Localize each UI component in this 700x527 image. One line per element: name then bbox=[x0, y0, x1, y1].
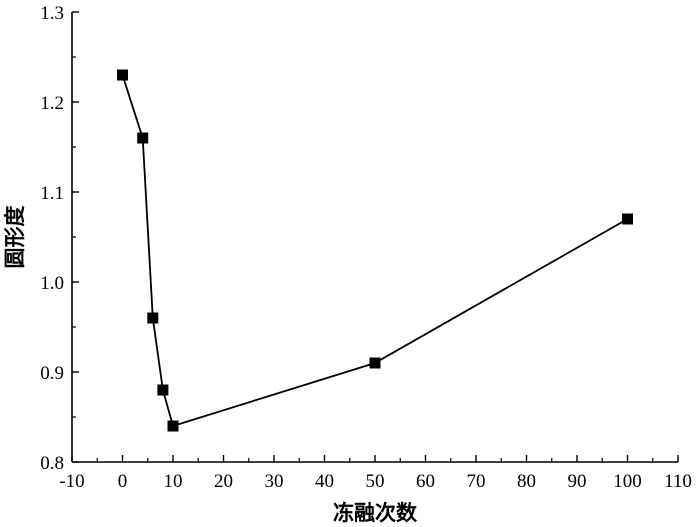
y-tick-label: 1.0 bbox=[40, 273, 64, 294]
data-point-marker bbox=[147, 312, 159, 324]
x-tick-label: 100 bbox=[613, 471, 642, 492]
x-tick-label: 60 bbox=[416, 471, 435, 492]
data-point-marker bbox=[117, 69, 128, 81]
x-tick-label: 30 bbox=[265, 471, 284, 492]
x-tick-label: 110 bbox=[664, 471, 692, 492]
series-layer bbox=[117, 69, 633, 432]
x-tick-label: 70 bbox=[467, 471, 486, 492]
x-tick-label: 20 bbox=[214, 471, 233, 492]
data-point-marker bbox=[157, 384, 169, 396]
y-tick-label: 1.1 bbox=[40, 183, 64, 204]
y-tick-label: 1.2 bbox=[40, 93, 64, 114]
x-tick-label: 50 bbox=[366, 471, 385, 492]
x-tick-label: 0 bbox=[118, 471, 128, 492]
y-tick-label: 0.8 bbox=[40, 453, 64, 474]
series-line bbox=[121, 74, 628, 428]
x-axis-title: 冻融次数 bbox=[333, 501, 418, 525]
data-point-marker bbox=[369, 357, 381, 369]
data-point-marker bbox=[167, 420, 179, 432]
x-tick-label: -10 bbox=[59, 471, 84, 492]
y-tick-label: 1.3 bbox=[40, 3, 64, 24]
x-tick-label: 40 bbox=[315, 471, 334, 492]
x-tick-label: 80 bbox=[517, 471, 536, 492]
data-point-marker bbox=[622, 213, 633, 225]
y-axis-ticks: 0.8 0.9 1.0 1.1 1.2 1.3 bbox=[40, 3, 79, 474]
y-axis-title: 圆形度 bbox=[3, 206, 27, 269]
x-tick-label: 10 bbox=[164, 471, 183, 492]
x-axis-ticks: -10 0 10 20 30 40 50 60 70 80 90 100 110 bbox=[59, 455, 692, 492]
x-tick-label: 90 bbox=[568, 471, 587, 492]
data-point-marker bbox=[137, 132, 149, 144]
y-tick-label: 0.9 bbox=[40, 363, 64, 384]
